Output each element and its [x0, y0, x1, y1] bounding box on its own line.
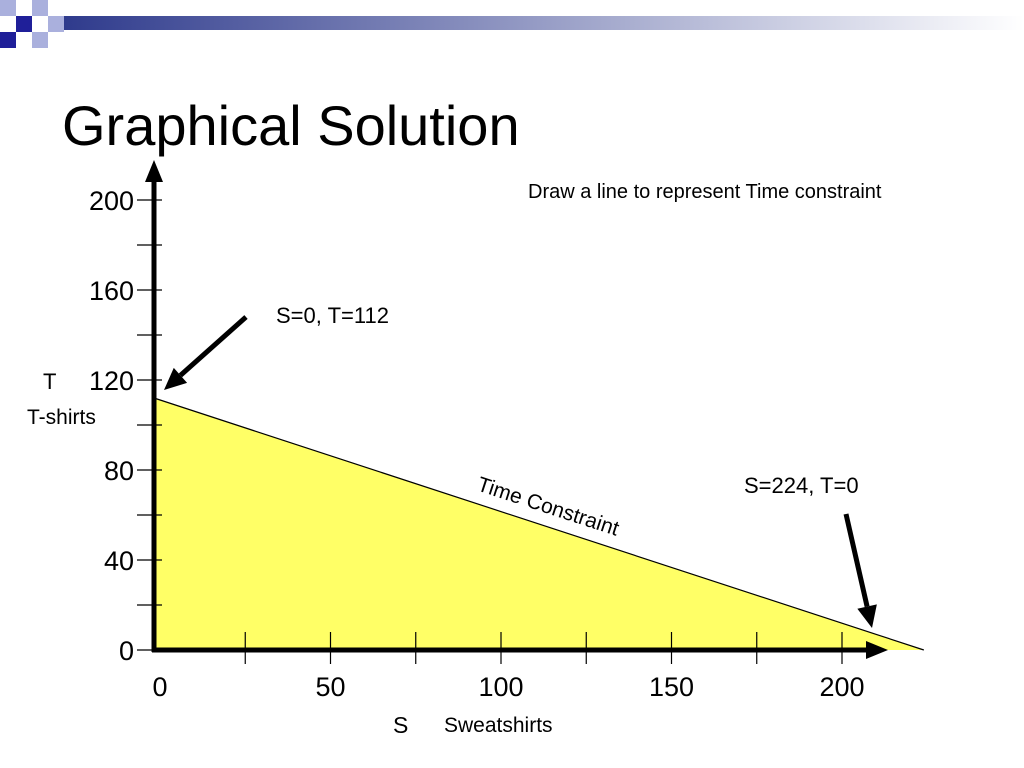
- y-axis-variable: T: [43, 369, 57, 394]
- instruction-text: Draw a line to represent Time constraint: [528, 181, 882, 203]
- y-tick-label: 120: [89, 366, 134, 396]
- header-square-icon: [48, 16, 64, 32]
- x-tick-label: 50: [315, 672, 345, 702]
- arrow-to-s0-t112-icon-head: [164, 367, 188, 390]
- annotation-s224-t0: S=224, T=0: [744, 473, 859, 498]
- y-axis-arrowhead: [145, 160, 163, 182]
- y-tick-label: 0: [119, 636, 134, 666]
- header-square-icon: [16, 16, 32, 32]
- header-square-icon: [0, 0, 16, 16]
- arrow-to-s224-t0-icon: [843, 513, 870, 608]
- header-bar: [60, 16, 1024, 30]
- y-tick-label: 40: [104, 546, 134, 576]
- y-tick-label: 200: [89, 186, 134, 216]
- y-tick-label: 160: [89, 276, 134, 306]
- x-tick-label: 100: [478, 672, 523, 702]
- y-axis-label: T-shirts: [27, 406, 96, 429]
- header-square-icon: [32, 32, 48, 48]
- x-tick-label: 0: [152, 672, 167, 702]
- annotation-s0-t112: S=0, T=112: [276, 303, 389, 328]
- x-axis-variable: S: [393, 712, 409, 738]
- x-axis-arrowhead: [866, 641, 888, 659]
- arrow-to-s224-t0-icon-head: [857, 604, 877, 628]
- x-axis-label: Sweatshirts: [444, 714, 553, 737]
- time-constraint-line: [153, 397, 925, 651]
- header-square-icon: [32, 0, 48, 16]
- arrow-to-s0-t112-icon: [178, 315, 248, 378]
- y-tick-label: 80: [104, 456, 134, 486]
- header-square-icon: [0, 32, 16, 48]
- x-tick-label: 200: [819, 672, 864, 702]
- page-title: Graphical Solution: [62, 94, 520, 157]
- x-tick-label: 150: [649, 672, 694, 702]
